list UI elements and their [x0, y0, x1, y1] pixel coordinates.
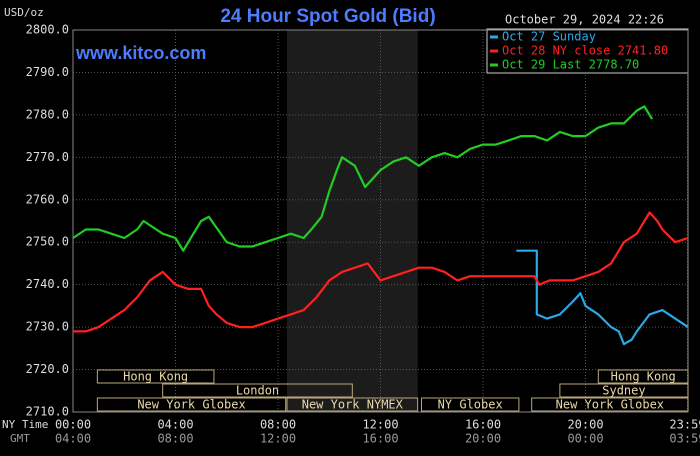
x-tick-label-gmt: 20:00 — [465, 432, 501, 446]
price-line — [516, 249, 689, 346]
session-shade — [286, 30, 418, 412]
session-label: New York NYMEX — [302, 398, 404, 412]
x-tick-label: 12:00 — [362, 418, 398, 432]
session-box — [286, 397, 419, 412]
watermark: www.kitco.com — [75, 43, 206, 63]
y-tick-label: 2730.0 — [26, 320, 69, 334]
session-box — [559, 383, 689, 398]
x-tick-label-gmt: 08:00 — [157, 432, 193, 446]
x-tick-label: 04:00 — [157, 418, 193, 432]
y-axis-label: USD/oz — [4, 6, 44, 19]
price-line — [72, 105, 654, 252]
session-box — [421, 397, 520, 412]
session-label: London — [236, 384, 279, 398]
session-box — [597, 369, 689, 384]
legend-label: Oct 28 NY close 2741.80 — [502, 44, 668, 58]
x-tick-label: 16:00 — [465, 418, 501, 432]
y-tick-label: 2710.0 — [26, 405, 69, 419]
x-row-label: GMT — [10, 432, 30, 445]
session-box — [162, 383, 353, 398]
session-box — [96, 397, 287, 412]
y-tick-label: 2770.0 — [26, 150, 69, 164]
legend-box — [486, 28, 689, 74]
x-tick-label-gmt: 04:00 — [55, 432, 91, 446]
session-label: Sydney — [602, 384, 645, 398]
session-label: New York Globex — [556, 398, 664, 412]
x-tick-label-gmt: 03:59 — [669, 432, 700, 446]
plot-frame — [72, 29, 689, 413]
x-tick-label: 23:59 — [669, 418, 700, 432]
y-tick-label: 2750.0 — [26, 235, 69, 249]
timestamp: October 29, 2024 22:26 — [505, 13, 664, 27]
session-label: Hong Kong — [611, 370, 676, 384]
x-tick-label-gmt: 12:00 — [260, 432, 296, 446]
y-tick-label: 2800.0 — [26, 23, 69, 37]
x-tick-label: 08:00 — [260, 418, 296, 432]
chart-title: 24 Hour Spot Gold (Bid) — [220, 6, 435, 27]
x-tick-label: 00:00 — [55, 418, 91, 432]
legend-label: Oct 27 Sunday — [502, 30, 596, 44]
session-label: New York Globex — [137, 398, 245, 412]
shade-layer — [286, 30, 418, 412]
price-line — [73, 211, 689, 333]
session-box — [96, 369, 215, 384]
x-row-label: NY Time — [2, 418, 48, 431]
session-box — [531, 397, 689, 412]
x-tick-label-gmt: 16:00 — [362, 432, 398, 446]
x-tick-label-gmt: 00:00 — [567, 432, 603, 446]
y-tick-label: 2720.0 — [26, 362, 69, 376]
y-tick-label: 2780.0 — [26, 107, 69, 121]
y-tick-label: 2740.0 — [26, 277, 69, 291]
y-tick-label: 2790.0 — [26, 65, 69, 79]
y-tick-label: 2760.0 — [26, 192, 69, 206]
session-label: NY Globex — [438, 398, 503, 412]
x-tick-label: 20:00 — [567, 418, 603, 432]
legend-label: Oct 29 Last 2778.70 — [502, 58, 639, 72]
session-label: Hong Kong — [123, 370, 188, 384]
